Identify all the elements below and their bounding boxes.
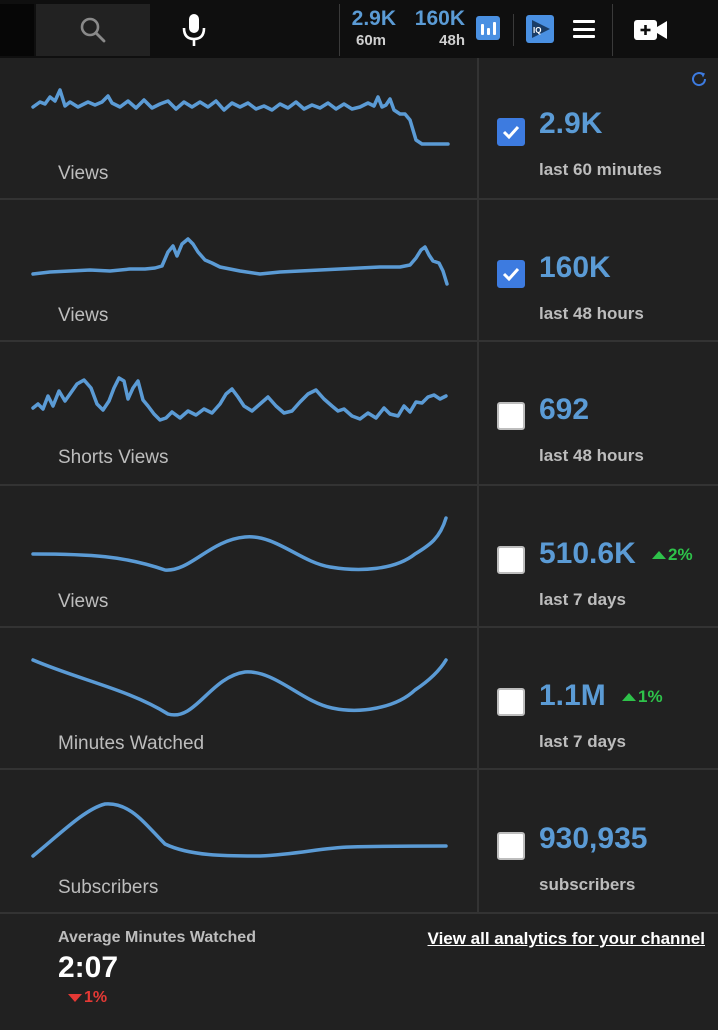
delta-up-badge: 2% [652,545,693,565]
metric-label: Shorts Views [58,447,169,468]
analytics-panel: Views 2.9K last 60 minutes Views 160K la… [0,58,718,1030]
metric-value: 160K [539,251,611,284]
divider [339,4,340,56]
metric-checkbox[interactable] [497,118,525,146]
metric-period: last 60 minutes [539,160,662,179]
metric-period: last 7 days [539,732,626,751]
sparkline [31,658,448,717]
arrow-up-icon [622,693,636,701]
metric-period: last 48 hours [539,446,644,465]
metric-label: Views [58,591,109,612]
sparkline-area: Subscribers [0,770,479,912]
metric-checkbox[interactable] [497,832,525,860]
sparkline [31,88,450,146]
stat-value: 160K [414,7,465,30]
delta-up-badge: 1% [622,687,663,707]
search-icon [80,17,106,43]
sparkline-area: Views [0,200,479,340]
metric-value: 510.6K [539,537,636,570]
divider [513,14,514,46]
delta-value: 1% [84,989,108,1006]
metric-label: Minutes Watched [58,733,205,754]
delta-value: 2% [668,545,693,564]
search-button[interactable] [36,4,150,56]
metric-period: subscribers [539,875,636,894]
metric-period: last 48 hours [539,304,644,323]
metric-value: 692 [539,393,590,426]
check-icon [502,267,520,281]
metric-label: Views [58,305,109,326]
metric-value: 2.9K [539,107,603,140]
metric-row: Views 510.6K 2% last 7 days [0,486,718,628]
metric-row: Subscribers 930,935 subscribers [0,770,718,914]
bar-chart-icon[interactable] [476,16,500,40]
sparkline [31,376,448,422]
divider [612,4,613,56]
sparkline-area: Minutes Watched [0,628,479,768]
avg-minutes-label: Average Minutes Watched [58,929,256,946]
metric-label: Subscribers [58,877,159,898]
metric-row: Views 2.9K last 60 minutes [0,58,718,200]
metric-row: Views 160K last 48 hours [0,200,718,342]
metric-label: Views [58,163,109,184]
svg-text:IQ: IQ [533,26,541,35]
iq-icon[interactable]: IQ [526,15,554,43]
stat-value: 2.9K [351,7,396,30]
metric-checkbox[interactable] [497,260,525,288]
metric-value: 1.1M [539,679,606,712]
check-icon [502,125,520,139]
stat-views-60m[interactable]: 2.9K 60m [346,6,396,50]
search-input-edge[interactable] [0,4,34,56]
refresh-icon[interactable] [690,70,708,88]
delta-value: 1% [638,687,663,706]
stat-views-48h[interactable]: 160K 48h [409,6,465,50]
arrow-up-icon [652,551,666,559]
delta-down-badge: 1% [68,989,107,1007]
voice-search-button[interactable] [172,8,216,52]
sparkline [31,237,449,286]
top-bar: 2.9K 60m 160K 48h IQ [0,0,718,58]
stat-period: 60m [355,32,387,49]
create-video-icon[interactable] [633,17,669,43]
sparkline [31,516,448,572]
metric-value: 930,935 [539,822,648,855]
menu-icon[interactable] [573,20,595,38]
avg-minutes-value: 2:07 [58,951,119,984]
metric-checkbox[interactable] [497,688,525,716]
sparkline-area: Views [0,486,479,626]
sparkline [31,802,448,858]
sparkline-area: Views [0,58,479,198]
metric-checkbox[interactable] [497,546,525,574]
metric-row: Shorts Views 692 last 48 hours [0,342,718,486]
metric-row: Minutes Watched 1.1M 1% last 7 days [0,628,718,770]
mic-icon [182,14,206,46]
metric-period: last 7 days [539,590,626,609]
sparkline-area: Shorts Views [0,342,479,484]
metric-checkbox[interactable] [497,402,525,430]
stat-period: 48h [439,32,465,49]
view-analytics-link[interactable]: View all analytics for your channel [427,929,705,948]
arrow-down-icon [68,994,82,1002]
